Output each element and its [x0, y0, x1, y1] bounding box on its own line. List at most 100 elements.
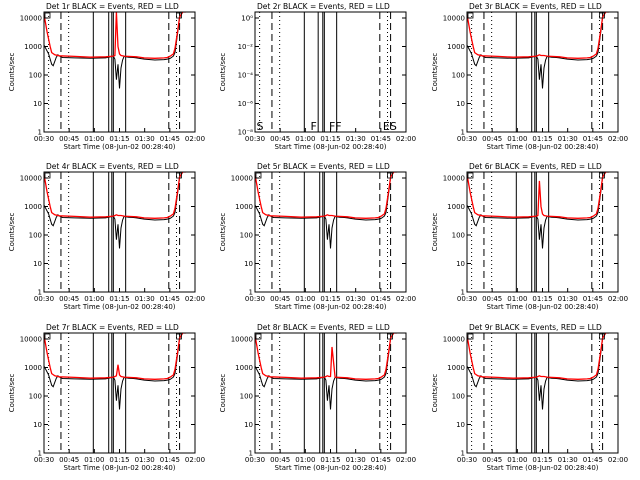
y-tick-label: 1000	[24, 364, 42, 372]
x-tick-label: 01:45	[371, 295, 391, 303]
x-tick-label: 00:30	[457, 295, 477, 303]
y-tick-label: 1	[38, 129, 42, 137]
x-tick-label: 01:30	[346, 456, 366, 464]
x-tick-label: 01:15	[109, 295, 129, 303]
x-tick-label: 01:30	[346, 295, 366, 303]
chart-title: Det 1r BLACK = Events, RED = LLD	[46, 2, 179, 11]
y-tick-label: 100	[240, 393, 253, 401]
y-axis-label: Counts/sec	[431, 374, 439, 413]
x-tick-label: 01:45	[583, 135, 603, 143]
x-tick-label: 01:00	[507, 456, 527, 464]
x-axis-label: Start Time (08-Jun-02 00:28:40)	[487, 464, 599, 472]
event-marker-label: S	[257, 120, 264, 133]
y-tick-label: 10	[244, 421, 253, 429]
lld-series-line	[467, 333, 609, 380]
x-axis-label: Start Time (08-Jun-02 00:28:40)	[275, 464, 387, 472]
y-tick-label: 10000	[443, 336, 465, 344]
lld-series-line	[44, 172, 186, 219]
x-axis-label: Start Time (08-Jun-02 00:28:40)	[64, 303, 176, 311]
lld-series-line	[255, 333, 397, 380]
event-marker-label: F	[310, 120, 316, 133]
event-marker-label: ES	[383, 120, 397, 133]
y-tick-label: 10⁻⁴	[238, 72, 254, 80]
plot-frame	[466, 11, 619, 133]
x-tick-label: 01:30	[135, 135, 155, 143]
x-axis-label: Start Time (08-Jun-02 00:28:40)	[64, 464, 176, 472]
y-tick-label: 10000	[231, 336, 253, 344]
x-tick-label: 01:45	[160, 456, 180, 464]
corner-marker-right	[176, 12, 182, 19]
x-tick-label: 02:00	[608, 135, 628, 143]
x-tick-label: 02:00	[185, 456, 205, 464]
corner-marker-left	[44, 333, 51, 340]
y-tick-label: 1000	[24, 43, 42, 51]
x-tick-label: 01:30	[346, 135, 366, 143]
y-tick-label: 10	[456, 260, 465, 268]
x-tick-label: 00:30	[34, 456, 54, 464]
x-tick-label: 01:00	[295, 135, 315, 143]
lld-series-line	[467, 12, 609, 59]
x-axis-label: Start Time (08-Jun-02 00:28:40)	[275, 143, 387, 151]
x-tick-label: 00:30	[245, 295, 265, 303]
y-tick-label: 1	[38, 289, 42, 297]
x-tick-label: 01:45	[583, 295, 603, 303]
y-tick-label: 100	[452, 72, 465, 80]
y-tick-label: 1000	[447, 364, 465, 372]
plot-frame	[254, 332, 407, 454]
events-series-line	[44, 172, 186, 249]
x-tick-label: 02:00	[185, 135, 205, 143]
y-axis-label: Counts/sec	[8, 213, 16, 252]
x-tick-label: 00:30	[457, 456, 477, 464]
corner-marker-right	[599, 12, 605, 19]
x-tick-label: 01:30	[135, 456, 155, 464]
x-tick-label: 01:15	[532, 135, 552, 143]
x-tick-label: 01:15	[320, 456, 340, 464]
x-axis-label: Start Time (08-Jun-02 00:28:40)	[487, 143, 599, 151]
corner-marker-left	[467, 172, 474, 179]
events-series-line	[255, 172, 397, 249]
chart-title: Det 3r BLACK = Events, RED = LLD	[469, 2, 602, 11]
y-axis-label: Counts/sec	[219, 53, 227, 92]
x-tick-label: 01:15	[320, 135, 340, 143]
chart-panel: Det 5r BLACK = Events, RED = LLD 1 10 100 10…	[219, 162, 416, 311]
plot-frame	[43, 332, 196, 454]
y-axis-label: Counts/sec	[8, 374, 16, 413]
y-tick-label: 100	[29, 72, 42, 80]
lld-series-line	[467, 172, 609, 219]
x-axis-label: Start Time (08-Jun-02 00:28:40)	[487, 303, 599, 311]
x-tick-label: 00:45	[59, 456, 79, 464]
x-tick-label: 02:00	[396, 456, 416, 464]
chart-panel: Det 2r BLACK = Events, RED = LLD 10⁻⁸ 10⁻⁶…	[219, 2, 416, 151]
x-tick-label: 01:30	[558, 295, 578, 303]
y-axis-label: Counts/sec	[8, 53, 16, 92]
x-tick-label: 01:15	[532, 295, 552, 303]
chart-title: Det 4r BLACK = Events, RED = LLD	[46, 162, 179, 171]
x-tick-label: 02:00	[396, 295, 416, 303]
x-tick-label: 01:30	[558, 456, 578, 464]
x-tick-label: 00:45	[270, 135, 290, 143]
x-tick-label: 00:45	[482, 295, 502, 303]
chart-title: Det 9r BLACK = Events, RED = LLD	[469, 323, 602, 332]
y-tick-label: 1	[38, 450, 42, 458]
lld-series-line	[44, 333, 186, 380]
plot-frame	[254, 11, 407, 133]
y-tick-label: 1000	[24, 203, 42, 211]
chart-title: Det 2r BLACK = Events, RED = LLD	[257, 2, 390, 11]
y-tick-label: 10000	[20, 175, 42, 183]
y-tick-label: 10	[33, 100, 42, 108]
corner-marker-right	[387, 333, 393, 340]
x-tick-label: 01:45	[371, 456, 391, 464]
x-tick-label: 00:30	[457, 135, 477, 143]
chart-panel: Det 1r BLACK = Events, RED = LLD 1 10 100 10…	[8, 2, 205, 151]
y-tick-label: 1000	[447, 43, 465, 51]
x-tick-label: 00:30	[245, 456, 265, 464]
corner-marker-left	[255, 333, 262, 340]
y-tick-label: 100	[240, 232, 253, 240]
x-tick-label: 00:45	[59, 135, 79, 143]
y-tick-label: 100	[452, 393, 465, 401]
corner-marker-right	[599, 172, 605, 179]
chart-title: Det 7r BLACK = Events, RED = LLD	[46, 323, 179, 332]
x-tick-label: 01:00	[84, 295, 104, 303]
y-tick-label: 1	[249, 289, 253, 297]
x-tick-label: 01:00	[295, 456, 315, 464]
